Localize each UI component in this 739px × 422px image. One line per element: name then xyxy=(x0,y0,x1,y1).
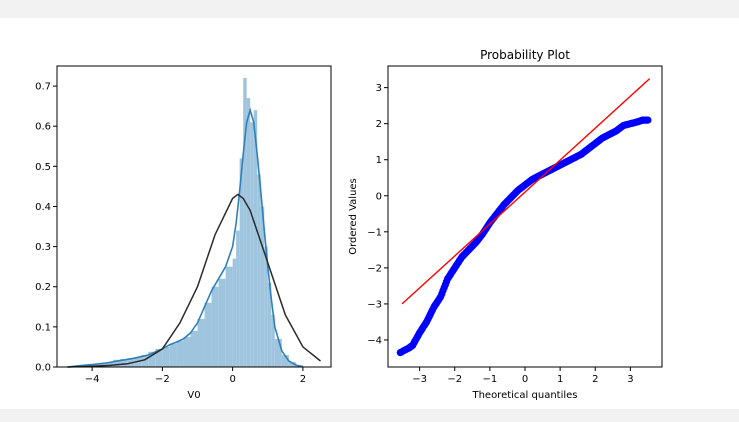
histogram-bar xyxy=(155,348,163,367)
histogram-bar xyxy=(271,314,275,367)
histogram-bar xyxy=(236,230,240,367)
top-band xyxy=(0,0,739,18)
histogram-bar xyxy=(281,354,289,367)
histogram-bar xyxy=(148,351,156,367)
histogram-axes-frame xyxy=(56,65,332,368)
probability-plot-x-axis-label: Theoretical quantiles xyxy=(471,390,577,401)
qq-x-tick-label: 0 xyxy=(522,374,528,385)
histogram-bar xyxy=(204,302,212,367)
hist-y-tick-label: 0.3 xyxy=(35,242,51,253)
qq-x-tick-label: 1 xyxy=(557,374,563,385)
hist-y-tick-label: 0.2 xyxy=(35,282,51,293)
hist-y-tick-label: 0.5 xyxy=(35,162,51,173)
qq-y-tick-label: −1 xyxy=(367,227,382,238)
probability-plot-ticks: −3 −2 −1 0 1 2 3 −4 −3 −2 −1 0 1 2 3 xyxy=(367,83,633,385)
qq-y-tick-label: 3 xyxy=(376,83,382,94)
histogram-bar xyxy=(288,362,296,367)
qq-point xyxy=(644,116,652,124)
histogram-bar xyxy=(141,354,149,367)
histogram-bar xyxy=(162,346,170,367)
qq-x-tick-label: −2 xyxy=(447,374,462,385)
histogram-bar xyxy=(246,98,251,368)
qq-x-tick-label: −1 xyxy=(482,374,497,385)
histogram-bar xyxy=(176,340,184,367)
qq-y-tick-label: −4 xyxy=(367,335,382,346)
hist-y-tick-label: 0.1 xyxy=(35,322,51,333)
histogram-bar xyxy=(218,278,226,367)
qq-y-tick-label: 1 xyxy=(376,155,382,166)
histogram-bar xyxy=(239,158,244,367)
qq-y-tick-label: −2 xyxy=(367,263,382,274)
histogram-bar xyxy=(183,336,191,367)
histogram-bar xyxy=(113,359,121,367)
histogram-bar xyxy=(106,362,114,367)
histogram-x-axis-label: V0 xyxy=(187,390,200,401)
probability-plot-y-axis-label: Ordered Values xyxy=(348,178,359,255)
histogram-bar xyxy=(267,282,272,367)
histogram-bar xyxy=(190,330,198,367)
histogram-bar xyxy=(250,122,254,367)
histogram-panel: −4 −2 0 2 0.0 0.1 0.2 0.3 0.4 0.5 0.6 0.7 V0 xyxy=(35,65,332,401)
hist-y-tick-label: 0.4 xyxy=(35,202,51,213)
hist-x-tick-label: 2 xyxy=(300,374,306,385)
histogram-bar xyxy=(197,318,205,367)
kde-curve xyxy=(67,107,304,368)
histogram-ticks: −4 −2 0 2 0.0 0.1 0.2 0.3 0.4 0.5 0.6 0.7 xyxy=(35,82,306,385)
bottom-band xyxy=(0,409,739,422)
qq-y-tick-label: 2 xyxy=(376,119,382,130)
normal-fit-curve xyxy=(67,193,321,368)
histogram-bar xyxy=(169,343,177,367)
hist-x-tick-label: 0 xyxy=(229,374,235,385)
histogram-bar xyxy=(260,206,265,367)
histogram-bar xyxy=(225,266,233,367)
histogram-bar xyxy=(243,78,247,367)
histogram-bar xyxy=(120,358,128,367)
qq-points xyxy=(396,116,652,357)
hist-y-tick-label: 0.7 xyxy=(35,82,51,93)
histogram-bar xyxy=(211,286,219,367)
histogram-bars xyxy=(71,78,303,368)
hist-x-tick-label: −2 xyxy=(155,374,170,385)
histogram-bar xyxy=(253,110,258,367)
qq-fit-line xyxy=(401,78,651,305)
histogram-bar xyxy=(264,246,268,367)
hist-y-tick-label: 0.0 xyxy=(35,363,51,374)
qq-x-tick-label: −3 xyxy=(412,374,427,385)
qq-y-tick-label: −3 xyxy=(367,299,382,310)
histogram-bar xyxy=(257,174,261,367)
histogram-bar xyxy=(232,258,237,367)
qq-x-tick-label: 3 xyxy=(627,374,633,385)
histogram-bar xyxy=(274,338,282,367)
hist-x-tick-label: −4 xyxy=(85,374,100,385)
qq-y-tick-label: 0 xyxy=(376,191,382,202)
probability-plot-title: Probability Plot xyxy=(480,48,570,62)
hist-y-tick-label: 0.6 xyxy=(35,122,51,133)
qq-x-tick-label: 2 xyxy=(592,374,598,385)
